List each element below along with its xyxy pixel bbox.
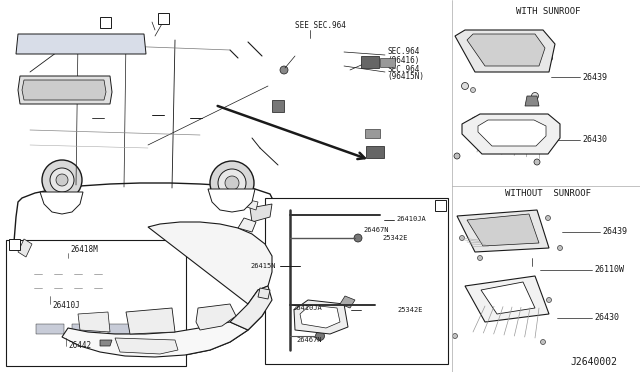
Polygon shape xyxy=(115,338,178,354)
FancyBboxPatch shape xyxy=(157,13,168,23)
Polygon shape xyxy=(78,312,110,332)
Circle shape xyxy=(354,234,362,242)
Text: SEC.964: SEC.964 xyxy=(387,64,419,74)
FancyBboxPatch shape xyxy=(8,238,19,250)
Polygon shape xyxy=(22,80,106,100)
Circle shape xyxy=(538,51,543,57)
Text: 26415N: 26415N xyxy=(250,263,275,269)
Circle shape xyxy=(56,174,68,186)
Polygon shape xyxy=(465,276,549,322)
Circle shape xyxy=(534,159,540,165)
Text: A: A xyxy=(102,17,108,26)
Text: B: B xyxy=(438,201,442,209)
Polygon shape xyxy=(14,183,280,357)
Text: (96415N): (96415N) xyxy=(387,73,424,81)
Text: 26439: 26439 xyxy=(602,228,627,237)
FancyBboxPatch shape xyxy=(435,199,445,211)
Circle shape xyxy=(547,298,552,302)
Polygon shape xyxy=(478,120,546,146)
Text: 26439: 26439 xyxy=(582,73,607,81)
Bar xyxy=(6,240,186,366)
Circle shape xyxy=(557,246,563,250)
Polygon shape xyxy=(457,210,549,252)
Polygon shape xyxy=(16,34,146,54)
Text: B: B xyxy=(161,13,165,22)
Circle shape xyxy=(225,176,239,190)
Circle shape xyxy=(42,160,82,200)
Text: 26467N: 26467N xyxy=(363,227,388,233)
Text: 26410JA: 26410JA xyxy=(396,216,426,222)
Text: SEE SEC.964: SEE SEC.964 xyxy=(295,22,346,31)
Polygon shape xyxy=(272,100,284,112)
Polygon shape xyxy=(455,30,555,72)
Circle shape xyxy=(481,46,488,54)
Polygon shape xyxy=(244,199,258,210)
Circle shape xyxy=(545,215,550,221)
Text: 26110W: 26110W xyxy=(594,266,624,275)
Polygon shape xyxy=(525,96,539,106)
Polygon shape xyxy=(462,114,560,154)
Circle shape xyxy=(470,87,476,93)
Polygon shape xyxy=(40,192,83,214)
Circle shape xyxy=(546,121,552,127)
Polygon shape xyxy=(62,322,248,357)
Text: 26430: 26430 xyxy=(594,314,619,323)
Polygon shape xyxy=(467,34,545,66)
Polygon shape xyxy=(481,282,535,314)
Circle shape xyxy=(316,331,324,340)
Polygon shape xyxy=(238,218,256,232)
Polygon shape xyxy=(126,308,175,334)
Circle shape xyxy=(210,161,254,205)
Bar xyxy=(265,198,448,364)
Text: 26467N: 26467N xyxy=(296,337,321,343)
Polygon shape xyxy=(380,58,395,67)
Circle shape xyxy=(50,168,74,192)
Polygon shape xyxy=(18,76,112,104)
Text: (96416): (96416) xyxy=(387,55,419,64)
Circle shape xyxy=(454,153,460,159)
Text: WITH SUNROOF: WITH SUNROOF xyxy=(516,7,580,16)
Polygon shape xyxy=(18,239,32,257)
Text: A: A xyxy=(12,240,16,248)
Circle shape xyxy=(477,256,483,260)
Circle shape xyxy=(280,66,288,74)
Text: 26418M: 26418M xyxy=(70,246,98,254)
Text: 25342E: 25342E xyxy=(382,235,408,241)
Circle shape xyxy=(531,93,538,99)
Polygon shape xyxy=(258,288,270,299)
Circle shape xyxy=(472,117,478,123)
Bar xyxy=(36,324,64,334)
Polygon shape xyxy=(361,56,379,68)
Circle shape xyxy=(460,235,465,241)
Text: 25342E: 25342E xyxy=(397,307,422,313)
Polygon shape xyxy=(467,214,539,246)
Polygon shape xyxy=(100,340,112,346)
Text: 26410J: 26410J xyxy=(52,301,80,311)
Polygon shape xyxy=(300,305,340,328)
Circle shape xyxy=(452,334,458,339)
Text: 26430: 26430 xyxy=(582,135,607,144)
Polygon shape xyxy=(340,296,355,308)
Text: J2640002: J2640002 xyxy=(570,357,617,367)
Text: 26442: 26442 xyxy=(68,341,91,350)
Polygon shape xyxy=(230,286,272,330)
FancyBboxPatch shape xyxy=(99,16,111,28)
Text: WITHOUT  SUNROOF: WITHOUT SUNROOF xyxy=(505,189,591,199)
Text: 26410JA: 26410JA xyxy=(292,305,322,311)
Polygon shape xyxy=(294,300,348,334)
Circle shape xyxy=(545,55,552,61)
Polygon shape xyxy=(148,222,272,304)
Polygon shape xyxy=(250,204,272,222)
Circle shape xyxy=(218,169,246,197)
Polygon shape xyxy=(365,129,380,138)
Circle shape xyxy=(461,83,468,90)
Polygon shape xyxy=(196,304,236,330)
Circle shape xyxy=(541,340,545,344)
Polygon shape xyxy=(208,189,255,212)
Text: SEC.964: SEC.964 xyxy=(387,48,419,57)
Bar xyxy=(108,324,136,334)
Bar xyxy=(72,324,100,334)
Polygon shape xyxy=(366,146,384,158)
